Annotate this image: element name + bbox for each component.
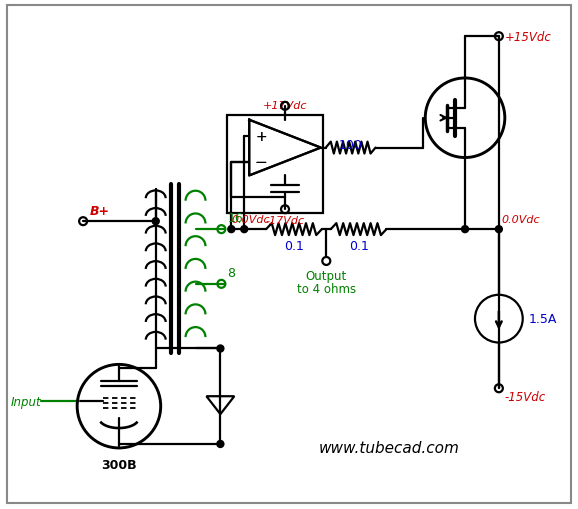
Text: +17Vdc: +17Vdc <box>263 101 307 110</box>
Bar <box>227 116 323 214</box>
Text: Input: Input <box>11 395 42 408</box>
Text: +: + <box>255 129 267 144</box>
Circle shape <box>241 226 248 233</box>
Circle shape <box>495 226 502 233</box>
Text: www.tubecad.com: www.tubecad.com <box>319 441 460 456</box>
Polygon shape <box>249 121 321 176</box>
Text: -17Vdc: -17Vdc <box>265 216 305 226</box>
Text: 0.1: 0.1 <box>349 240 369 252</box>
Circle shape <box>228 226 235 233</box>
Text: +15Vdc: +15Vdc <box>505 31 551 44</box>
Text: to 4 ohms: to 4 ohms <box>297 282 356 295</box>
Text: -15Vdc: -15Vdc <box>505 390 546 404</box>
Circle shape <box>217 441 224 447</box>
Text: Output: Output <box>306 269 347 282</box>
Text: B+: B+ <box>90 205 110 218</box>
Text: 0.0Vdc: 0.0Vdc <box>231 215 270 224</box>
Circle shape <box>152 218 159 225</box>
Text: 0.1: 0.1 <box>284 240 304 252</box>
Circle shape <box>217 345 224 352</box>
Text: −: − <box>255 155 268 169</box>
Text: 100: 100 <box>339 138 362 151</box>
Text: −: − <box>255 155 268 169</box>
Text: +: + <box>255 129 267 144</box>
Text: 300B: 300B <box>101 458 137 471</box>
Text: 1.5A: 1.5A <box>529 313 557 326</box>
Text: 0.0Vdc: 0.0Vdc <box>502 215 540 224</box>
Circle shape <box>462 226 469 233</box>
Text: 16: 16 <box>227 212 243 224</box>
Polygon shape <box>249 121 321 176</box>
Text: 8: 8 <box>227 266 235 279</box>
